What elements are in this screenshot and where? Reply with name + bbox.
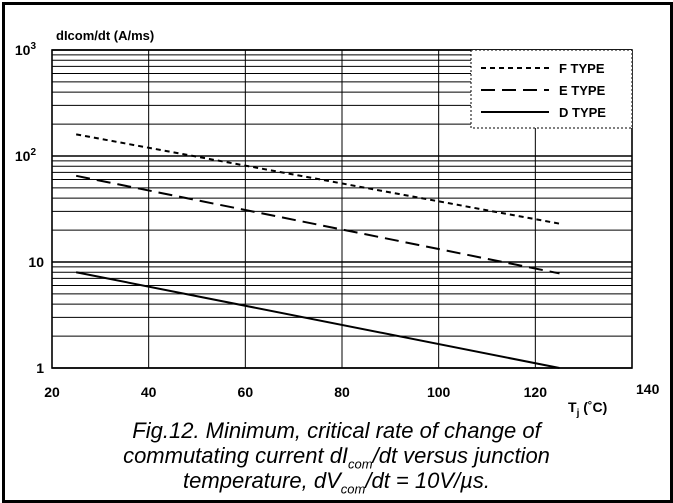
x-axis-label: Tj (˚C) [568, 399, 607, 419]
caption-line-2: commutating current dIcom/dt versus junc… [0, 443, 673, 472]
x-tick-label: 80 [334, 384, 350, 400]
x-tick-label: 120 [524, 384, 548, 400]
legend-label: D TYPE [559, 105, 606, 120]
caption-line-2-sub: com [348, 456, 373, 472]
y-tick-label: 1 [36, 360, 44, 376]
x-tick-label: 40 [141, 384, 157, 400]
x-axis-label-sub: j [576, 408, 580, 419]
x-tick-label: 140 [636, 381, 660, 397]
legend-label: E TYPE [559, 83, 606, 98]
chart: 20 40 60 80 100 120 140 1 10 102 103 dIcom/dt (A/m… [15, 28, 660, 419]
caption-line-1: Fig.12. Minimum, critical rate of change… [132, 418, 541, 443]
y-tick-label: 102 [15, 147, 37, 164]
caption-line-2-b: /dt versus junction [372, 443, 550, 468]
plot-border [51, 49, 633, 369]
series-line-e-type [75, 174, 560, 275]
legend-label: F TYPE [559, 61, 605, 76]
legend-box [470, 49, 633, 129]
legend: F TYPE E TYPE D TYPE [470, 49, 633, 129]
x-tick-label: 100 [427, 384, 451, 400]
series-line-f-type [75, 133, 560, 225]
y-axis-label: dIcom/dt (A/ms) [56, 28, 154, 43]
x-tick-label: 20 [44, 384, 60, 400]
caption-line-2-a: commutating current dI [123, 443, 349, 468]
figure-caption: Fig.12. Minimum, critical rate of change… [0, 418, 673, 497]
y-tick-label: 10 [28, 254, 44, 270]
grid [51, 49, 633, 369]
tick-labels: 20 40 60 80 100 120 140 1 10 102 103 [15, 41, 660, 400]
caption-line-3-b: /dt = 10V/µs. [365, 468, 490, 493]
series-lines [75, 133, 560, 369]
x-tick-label: 60 [238, 384, 254, 400]
y-tick-label: 103 [15, 41, 37, 58]
series-line-d-type [75, 271, 560, 369]
caption-line-3-sub: com [340, 481, 366, 497]
caption-line-3: temperature, dVcom/dt = 10V/µs. [0, 468, 673, 497]
x-axis-label-unit: (˚C) [579, 399, 607, 415]
x-axis-label-main: T [568, 399, 577, 415]
caption-line-3-a: temperature, dV [183, 468, 341, 493]
